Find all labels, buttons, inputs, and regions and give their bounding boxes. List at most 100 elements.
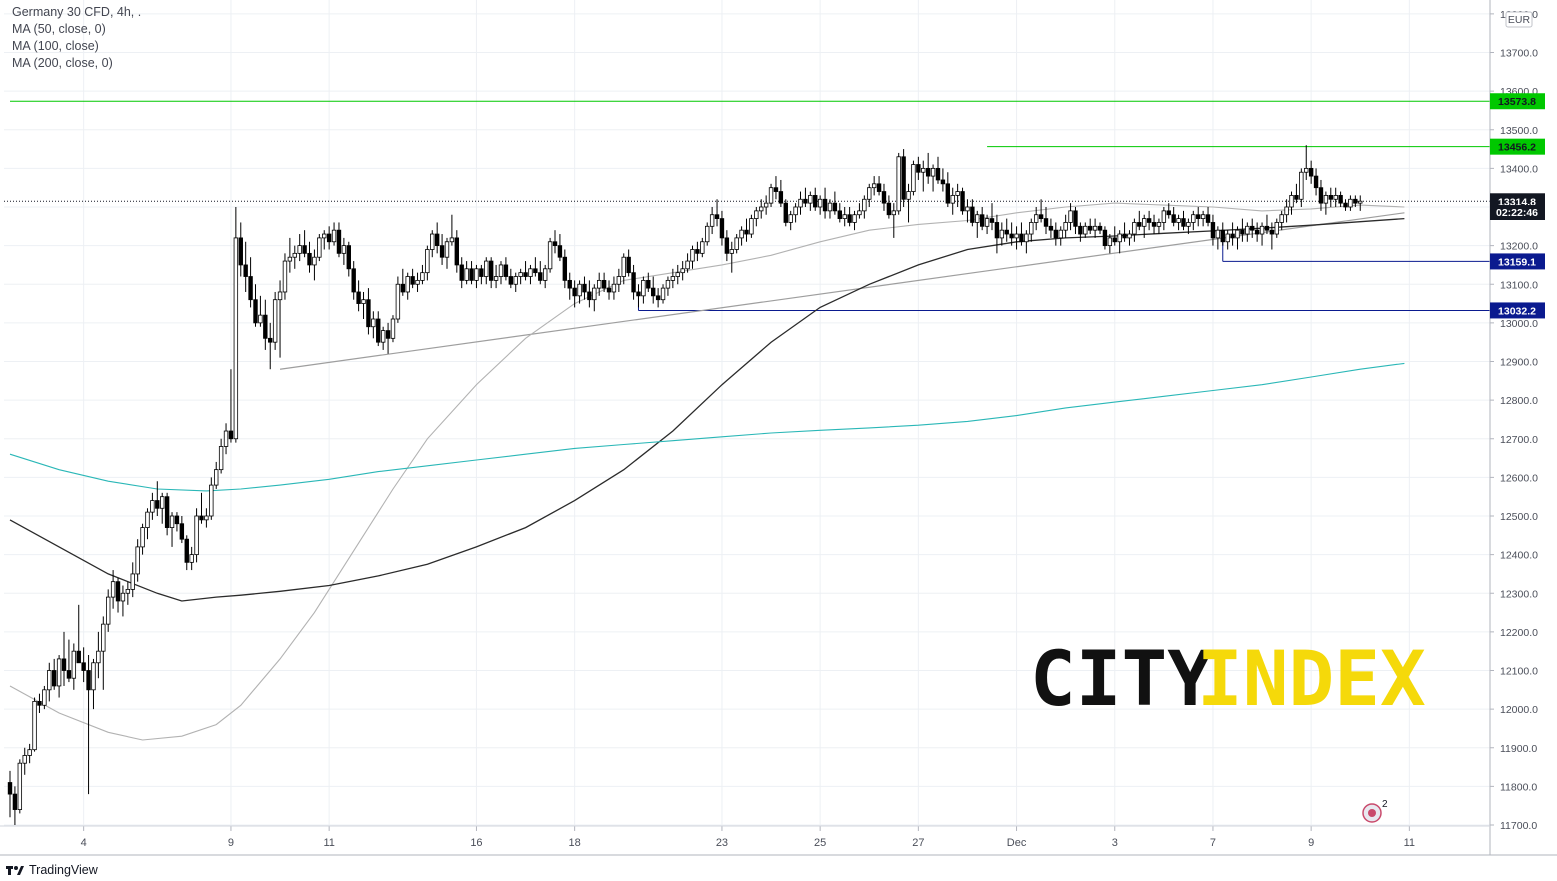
- candle-up: [120, 592, 126, 602]
- notification-icon[interactable]: 2: [1362, 799, 1388, 823]
- x-tick-label: 11: [1404, 837, 1415, 849]
- candle-up: [464, 268, 469, 281]
- candle-up: [420, 272, 425, 281]
- candle-up: [641, 279, 646, 297]
- candle-up: [331, 229, 337, 243]
- candle-down: [1137, 222, 1142, 227]
- horizontal-levels: [4, 100, 1490, 311]
- candle-up: [189, 554, 194, 563]
- candle-up: [665, 279, 671, 289]
- candle-down: [7, 782, 13, 795]
- candle-down: [1181, 218, 1186, 227]
- candle-down: [631, 272, 636, 293]
- candle-down: [174, 515, 180, 525]
- candle-down: [66, 670, 72, 679]
- candle-down: [243, 264, 248, 277]
- candle-up: [150, 500, 155, 513]
- candle-up: [317, 237, 322, 258]
- legend-title[interactable]: Germany 30 CFD, 4h, .: [12, 5, 142, 19]
- city-index-logo: CITY INDEX: [1030, 634, 1426, 723]
- legend-ma100[interactable]: MA (100, close): [12, 39, 99, 53]
- candle-up: [660, 287, 666, 301]
- candle-down: [1210, 222, 1216, 239]
- candle-up: [513, 276, 518, 285]
- candle-up: [1333, 195, 1338, 200]
- candle-up: [1161, 210, 1167, 223]
- candle-up: [361, 299, 366, 304]
- legend-ma200[interactable]: MA (200, close, 0): [12, 56, 113, 70]
- candle-down: [268, 337, 273, 343]
- candle-up: [474, 268, 479, 281]
- candle-down: [970, 206, 975, 223]
- candle-up: [1299, 171, 1304, 200]
- tradingview-footer[interactable]: TradingView: [6, 863, 98, 877]
- candle-down: [822, 198, 828, 212]
- candle-up: [1215, 229, 1221, 239]
- candle-down: [837, 210, 842, 219]
- candle-up: [518, 272, 523, 277]
- currency-badge[interactable]: EUR: [1505, 11, 1533, 28]
- price-axis[interactable]: 11700.0 11800.0 11900.0 12000.0 12100.0 12200…: [1489, 0, 1538, 855]
- candle-up: [999, 229, 1005, 239]
- candle-up: [218, 446, 224, 471]
- x-tick-label: 18: [569, 837, 581, 849]
- time-axis[interactable]: 4 9 11 16 18 23 25 27 Dec 3 7 9 11: [0, 825, 1557, 856]
- candle-down: [901, 156, 906, 200]
- candle-up: [194, 515, 199, 556]
- candle-down: [1009, 233, 1014, 239]
- candle-down: [646, 279, 651, 289]
- candle-down: [302, 245, 307, 254]
- candle-down: [1078, 225, 1083, 235]
- candle-down: [1205, 214, 1211, 223]
- candle-up: [680, 268, 685, 274]
- candle-up: [498, 264, 504, 277]
- candle-down: [881, 191, 887, 204]
- candle-down: [847, 214, 852, 223]
- candle-up: [955, 191, 960, 196]
- candle-down: [1048, 225, 1054, 231]
- candle-down: [925, 167, 931, 177]
- candle-down: [626, 256, 631, 274]
- candle-up: [700, 241, 705, 254]
- candle-up: [685, 260, 690, 270]
- x-tick-label: 27: [912, 837, 924, 849]
- candle-up: [110, 581, 116, 598]
- candle-up: [749, 218, 754, 235]
- candle-up: [1029, 222, 1034, 235]
- candle-down: [744, 229, 749, 235]
- candle-down: [1308, 167, 1314, 177]
- candle-down: [1313, 175, 1319, 189]
- candle-up: [577, 283, 582, 297]
- candle-up: [1068, 210, 1073, 223]
- x-tick-label: Dec: [1007, 837, 1027, 849]
- x-tick-label: 9: [1308, 837, 1314, 849]
- candle-down: [1166, 210, 1171, 216]
- candle-up: [705, 225, 710, 243]
- candle-down: [307, 252, 312, 266]
- y-tick-label: 12700.0: [1500, 434, 1538, 446]
- candle-up: [788, 214, 793, 223]
- candle-down: [1220, 229, 1225, 243]
- candle-down: [179, 523, 185, 540]
- candle-up: [449, 237, 455, 243]
- chart-grid: [4, 0, 1490, 826]
- candle-down: [876, 183, 882, 192]
- candle-down: [508, 276, 514, 285]
- y-tick-label: 13100.0: [1500, 279, 1538, 291]
- y-tick-label: 12000.0: [1500, 704, 1538, 716]
- support-price-text: 13032.2: [1498, 305, 1536, 317]
- tradingview-brand: TradingView: [29, 863, 98, 877]
- x-tick-label: 9: [228, 837, 234, 849]
- candle-up: [282, 260, 288, 293]
- legend-ma50[interactable]: MA (50, close, 0): [12, 22, 106, 36]
- candle-up: [547, 241, 553, 270]
- candle-down: [1230, 233, 1235, 239]
- candle-down: [479, 268, 484, 277]
- candle-down: [1004, 229, 1009, 235]
- candle-up: [312, 256, 317, 266]
- candle-down: [695, 249, 700, 254]
- candle-up: [670, 276, 676, 281]
- x-tick-label: 16: [470, 837, 482, 849]
- y-tick-label: 13000.0: [1500, 318, 1538, 330]
